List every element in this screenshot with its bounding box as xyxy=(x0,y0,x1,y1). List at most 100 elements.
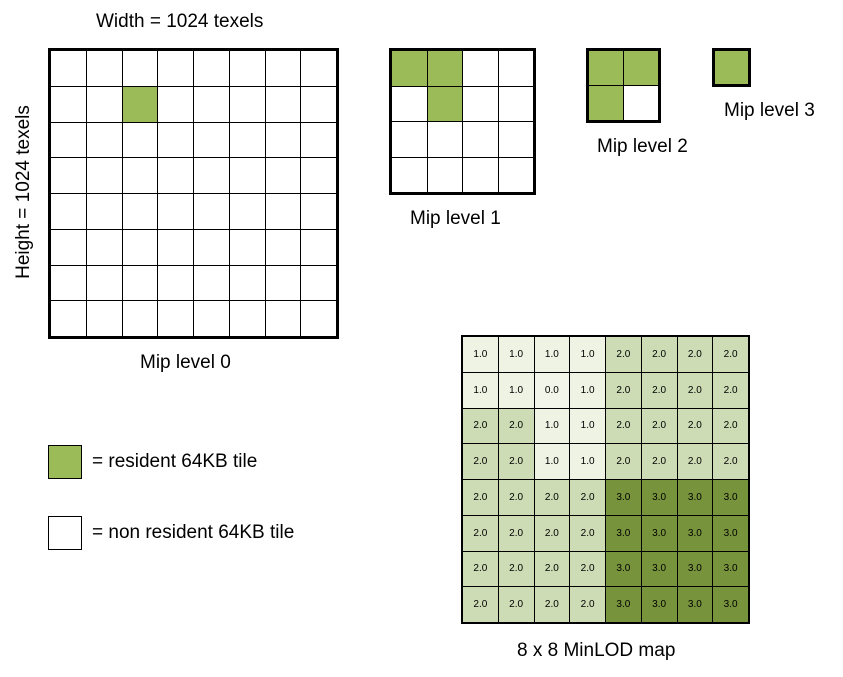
minlod-cell: 3.0 xyxy=(677,551,713,587)
non-resident-tile xyxy=(122,265,158,301)
non-resident-tile xyxy=(463,51,498,86)
non-resident-tile xyxy=(51,229,86,265)
minlod-cell: 3.0 xyxy=(641,587,677,622)
minlod-cell: 3.0 xyxy=(677,480,713,515)
non-resident-tile xyxy=(158,86,193,122)
non-resident-tile xyxy=(122,158,158,193)
mip-level-2-label: Mip level 2 xyxy=(597,136,688,157)
minlod-cell: 2.0 xyxy=(677,444,713,479)
minlod-cell: 2.0 xyxy=(677,372,713,408)
non-resident-tile xyxy=(498,86,533,121)
resident-legend-swatch xyxy=(48,445,82,479)
minlod-cell: 1.0 xyxy=(570,444,605,479)
non-resident-tile xyxy=(265,229,301,265)
non-resident-tile xyxy=(301,229,336,265)
non-resident-tile xyxy=(122,194,158,229)
minlod-cell: 2.0 xyxy=(463,551,498,587)
non-resident-tile xyxy=(122,301,158,336)
minlod-cell: 2.0 xyxy=(641,337,677,372)
minlod-cell: 3.0 xyxy=(677,515,713,551)
minlod-cell: 2.0 xyxy=(498,480,534,515)
non-resident-tile xyxy=(265,122,301,158)
minlod-cell: 2.0 xyxy=(677,337,713,372)
resident-tile xyxy=(624,51,658,85)
non-resident-tile xyxy=(463,157,498,192)
mip-level-1-label: Mip level 1 xyxy=(410,208,501,229)
minlod-cell: 2.0 xyxy=(463,587,498,622)
non-resident-tile xyxy=(498,51,533,86)
non-resident-tile xyxy=(427,157,462,192)
mip-level-2-grid xyxy=(586,48,661,123)
non-resident-tile xyxy=(194,122,229,158)
mip-level-1-grid xyxy=(389,48,536,195)
non-resident-tile xyxy=(194,301,229,336)
mip-level-3-grid xyxy=(712,48,751,87)
non-resident-tile xyxy=(265,301,301,336)
minlod-cell: 2.0 xyxy=(713,408,748,444)
non-resident-tile xyxy=(229,301,265,336)
non-resident-tile xyxy=(463,122,498,157)
non-resident-tile xyxy=(158,265,193,301)
minlod-cell: 2.0 xyxy=(713,372,748,408)
non-resident-tile xyxy=(265,265,301,301)
non-resident-tile xyxy=(51,51,86,86)
minlod-cell: 2.0 xyxy=(534,587,570,622)
non-resident-tile xyxy=(427,122,462,157)
minlod-cell: 2.0 xyxy=(498,408,534,444)
minlod-cell: 1.0 xyxy=(498,337,534,372)
non-resident-tile xyxy=(51,122,86,158)
resident-tile xyxy=(589,51,623,85)
non-resident-legend-swatch xyxy=(48,516,82,550)
non-resident-tile xyxy=(122,51,158,86)
non-resident-tile xyxy=(229,158,265,193)
minlod-cell: 1.0 xyxy=(570,408,605,444)
minlod-cell: 3.0 xyxy=(606,551,641,587)
minlod-cell: 2.0 xyxy=(463,408,498,444)
non-resident-tile xyxy=(498,122,533,157)
non-resident-tile xyxy=(229,122,265,158)
mip-level-3-label: Mip level 3 xyxy=(724,100,815,121)
non-resident-tile xyxy=(158,301,193,336)
non-resident-tile xyxy=(265,158,301,193)
non-resident-tile xyxy=(158,229,193,265)
minlod-cell: 2.0 xyxy=(463,480,498,515)
non-resident-tile xyxy=(86,122,122,158)
resident-tile xyxy=(427,86,462,121)
minlod-cell: 3.0 xyxy=(606,515,641,551)
height-label: Height = 1024 texels xyxy=(13,105,34,279)
minlod-cell: 1.0 xyxy=(570,337,605,372)
minlod-cell: 2.0 xyxy=(641,372,677,408)
minlod-cell: 3.0 xyxy=(641,515,677,551)
minlod-cell: 1.0 xyxy=(570,372,605,408)
non-resident-tile xyxy=(51,265,86,301)
non-resident-tile xyxy=(122,122,158,158)
minlod-cell: 2.0 xyxy=(606,337,641,372)
non-resident-tile xyxy=(194,194,229,229)
minlod-map-grid: 1.0 1.0 1.0 1.0 2.0 2.0 2.0 2.0 1.0 1.0 0.0 1.0 2.0 2… xyxy=(461,335,750,624)
non-resident-tile xyxy=(301,86,336,122)
minlod-cell: 2.0 xyxy=(713,337,748,372)
non-resident-tile xyxy=(122,229,158,265)
non-resident-tile xyxy=(86,265,122,301)
minlod-cell: 1.0 xyxy=(463,372,498,408)
minlod-cell: 1.0 xyxy=(534,444,570,479)
non-resident-tile xyxy=(158,158,193,193)
minlod-cell: 2.0 xyxy=(641,444,677,479)
non-resident-tile xyxy=(229,265,265,301)
non-resident-tile xyxy=(392,157,427,192)
minlod-cell: 2.0 xyxy=(606,444,641,479)
non-resident-tile xyxy=(86,51,122,86)
non-resident-tile xyxy=(265,86,301,122)
non-resident-tile xyxy=(265,194,301,229)
minlod-cell: 2.0 xyxy=(498,515,534,551)
minlod-cell: 1.0 xyxy=(534,408,570,444)
minlod-cell: 2.0 xyxy=(498,444,534,479)
non-resident-tile xyxy=(86,301,122,336)
minlod-cell: 1.0 xyxy=(534,337,570,372)
non-resident-tile xyxy=(301,51,336,86)
minlod-cell: 2.0 xyxy=(570,551,605,587)
non-resident-tile xyxy=(194,158,229,193)
non-resident-tile xyxy=(51,158,86,193)
resident-tile xyxy=(589,86,623,120)
non-resident-legend-label: = non resident 64KB tile xyxy=(92,522,295,543)
